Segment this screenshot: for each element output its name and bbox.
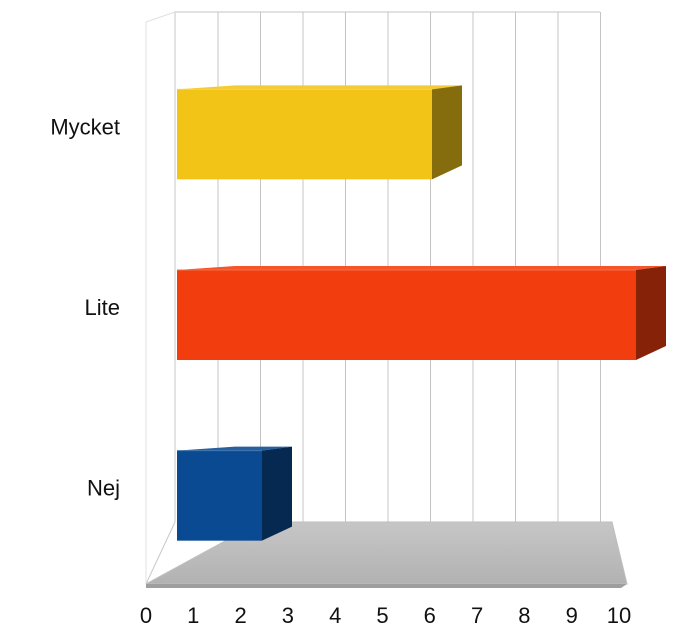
x-tick-4: 4: [329, 603, 341, 628]
x-tick-8: 8: [518, 603, 530, 628]
bar-lite: [177, 266, 666, 360]
x-tick-2: 2: [234, 603, 246, 628]
x-tick-labels: 0 1 2 3 4 5 6 7 8 9 10: [140, 603, 631, 628]
x-tick-9: 9: [566, 603, 578, 628]
category-label-nej: Nej: [87, 476, 120, 501]
bar-mycket: [177, 85, 462, 180]
category-labels: Mycket Lite Nej: [50, 114, 120, 500]
bar-nej: [177, 446, 292, 541]
x-tick-0: 0: [140, 603, 152, 628]
category-label-mycket: Mycket: [50, 114, 120, 139]
x-tick-7: 7: [471, 603, 483, 628]
plot-back-wall: [145, 11, 600, 585]
x-tick-5: 5: [376, 603, 388, 628]
bars: [177, 85, 666, 541]
x-tick-1: 1: [187, 603, 199, 628]
x-tick-10: 10: [607, 603, 631, 628]
x-tick-3: 3: [282, 603, 294, 628]
category-label-lite: Lite: [85, 295, 120, 320]
x-tick-6: 6: [424, 603, 436, 628]
